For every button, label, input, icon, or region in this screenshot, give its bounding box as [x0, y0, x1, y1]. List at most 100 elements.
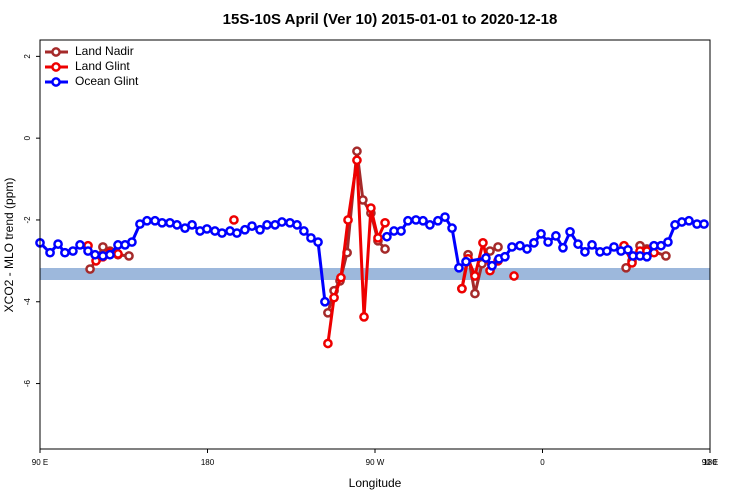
legend-marker [51, 47, 61, 57]
point [425, 220, 435, 230]
point [454, 262, 464, 273]
legend-label: Land Nadir [75, 44, 134, 58]
point [580, 247, 590, 257]
point [380, 244, 390, 254]
point [113, 249, 123, 259]
y-tick-label: -4 [23, 298, 32, 306]
point [478, 238, 488, 248]
point [85, 264, 95, 274]
point [470, 271, 480, 281]
point [366, 203, 376, 213]
point [90, 249, 100, 260]
point [240, 224, 250, 235]
point [507, 242, 517, 252]
point [323, 338, 333, 349]
point [509, 271, 519, 281]
point [587, 240, 597, 250]
point [343, 215, 353, 225]
point [493, 242, 503, 252]
point [172, 220, 182, 230]
point [232, 228, 242, 238]
point [481, 253, 491, 263]
legend-label: Ocean Glint [75, 74, 139, 88]
point [352, 155, 362, 166]
point [433, 215, 443, 226]
point [313, 237, 323, 247]
point [277, 217, 287, 227]
series-line [38, 215, 705, 302]
point [447, 223, 457, 233]
point [98, 242, 108, 252]
point [45, 247, 55, 258]
point [487, 260, 497, 271]
point [105, 249, 115, 260]
point [551, 231, 561, 241]
point [440, 212, 450, 222]
point [380, 217, 390, 228]
legend-label: Land Glint [75, 59, 130, 73]
point [68, 246, 78, 256]
point [642, 251, 652, 262]
point [457, 283, 467, 294]
point [656, 240, 666, 251]
point [247, 221, 257, 231]
x-tick-label: 180 [201, 458, 215, 467]
x-tick-label: 180 [703, 458, 717, 467]
point [292, 220, 302, 230]
x-axis-label: Longitude [349, 476, 402, 490]
point [461, 256, 471, 267]
point [306, 233, 316, 243]
point [403, 215, 413, 226]
y-tick-label: 2 [23, 54, 32, 59]
point [470, 288, 480, 299]
x-tick-label: 90 E [32, 458, 48, 467]
point [299, 226, 309, 236]
point [396, 226, 406, 236]
point [621, 262, 631, 273]
point [543, 237, 553, 247]
x-tick-label: 90 E [702, 458, 718, 467]
point [53, 239, 63, 249]
point [60, 247, 70, 258]
point [202, 224, 212, 234]
point [142, 215, 152, 226]
point [558, 242, 568, 253]
y-axis-label: XCO2 - MLO trend (ppm) [2, 178, 16, 313]
point [573, 239, 583, 249]
plot-area [35, 146, 709, 349]
point [500, 251, 510, 262]
point [684, 215, 694, 226]
y-tick-label: 0 [23, 135, 32, 140]
point [529, 238, 539, 248]
point [352, 146, 362, 157]
point [536, 229, 546, 239]
point [217, 228, 227, 238]
point [157, 217, 167, 228]
point [320, 296, 330, 307]
x-tick-label: 90 W [366, 458, 385, 467]
legend-marker [51, 62, 61, 72]
y-tick-label: -2 [23, 216, 32, 224]
point [255, 224, 265, 235]
point [336, 272, 346, 283]
point [663, 237, 673, 247]
legend-marker [51, 77, 61, 87]
chart-title: 15S-10S April (Ver 10) 2015-01-01 to 202… [223, 11, 558, 28]
point [382, 231, 392, 242]
point [187, 220, 197, 230]
point [623, 244, 633, 255]
point [75, 240, 85, 250]
point [229, 215, 239, 225]
point [602, 246, 612, 256]
point [565, 226, 575, 237]
point [262, 220, 272, 230]
point [124, 251, 134, 261]
point [418, 215, 428, 226]
x-tick-label: 0 [540, 458, 545, 467]
y-tick-label: -6 [23, 379, 32, 387]
land-mask-band [40, 268, 710, 280]
point [373, 233, 383, 243]
point [358, 195, 368, 205]
point [522, 244, 532, 254]
